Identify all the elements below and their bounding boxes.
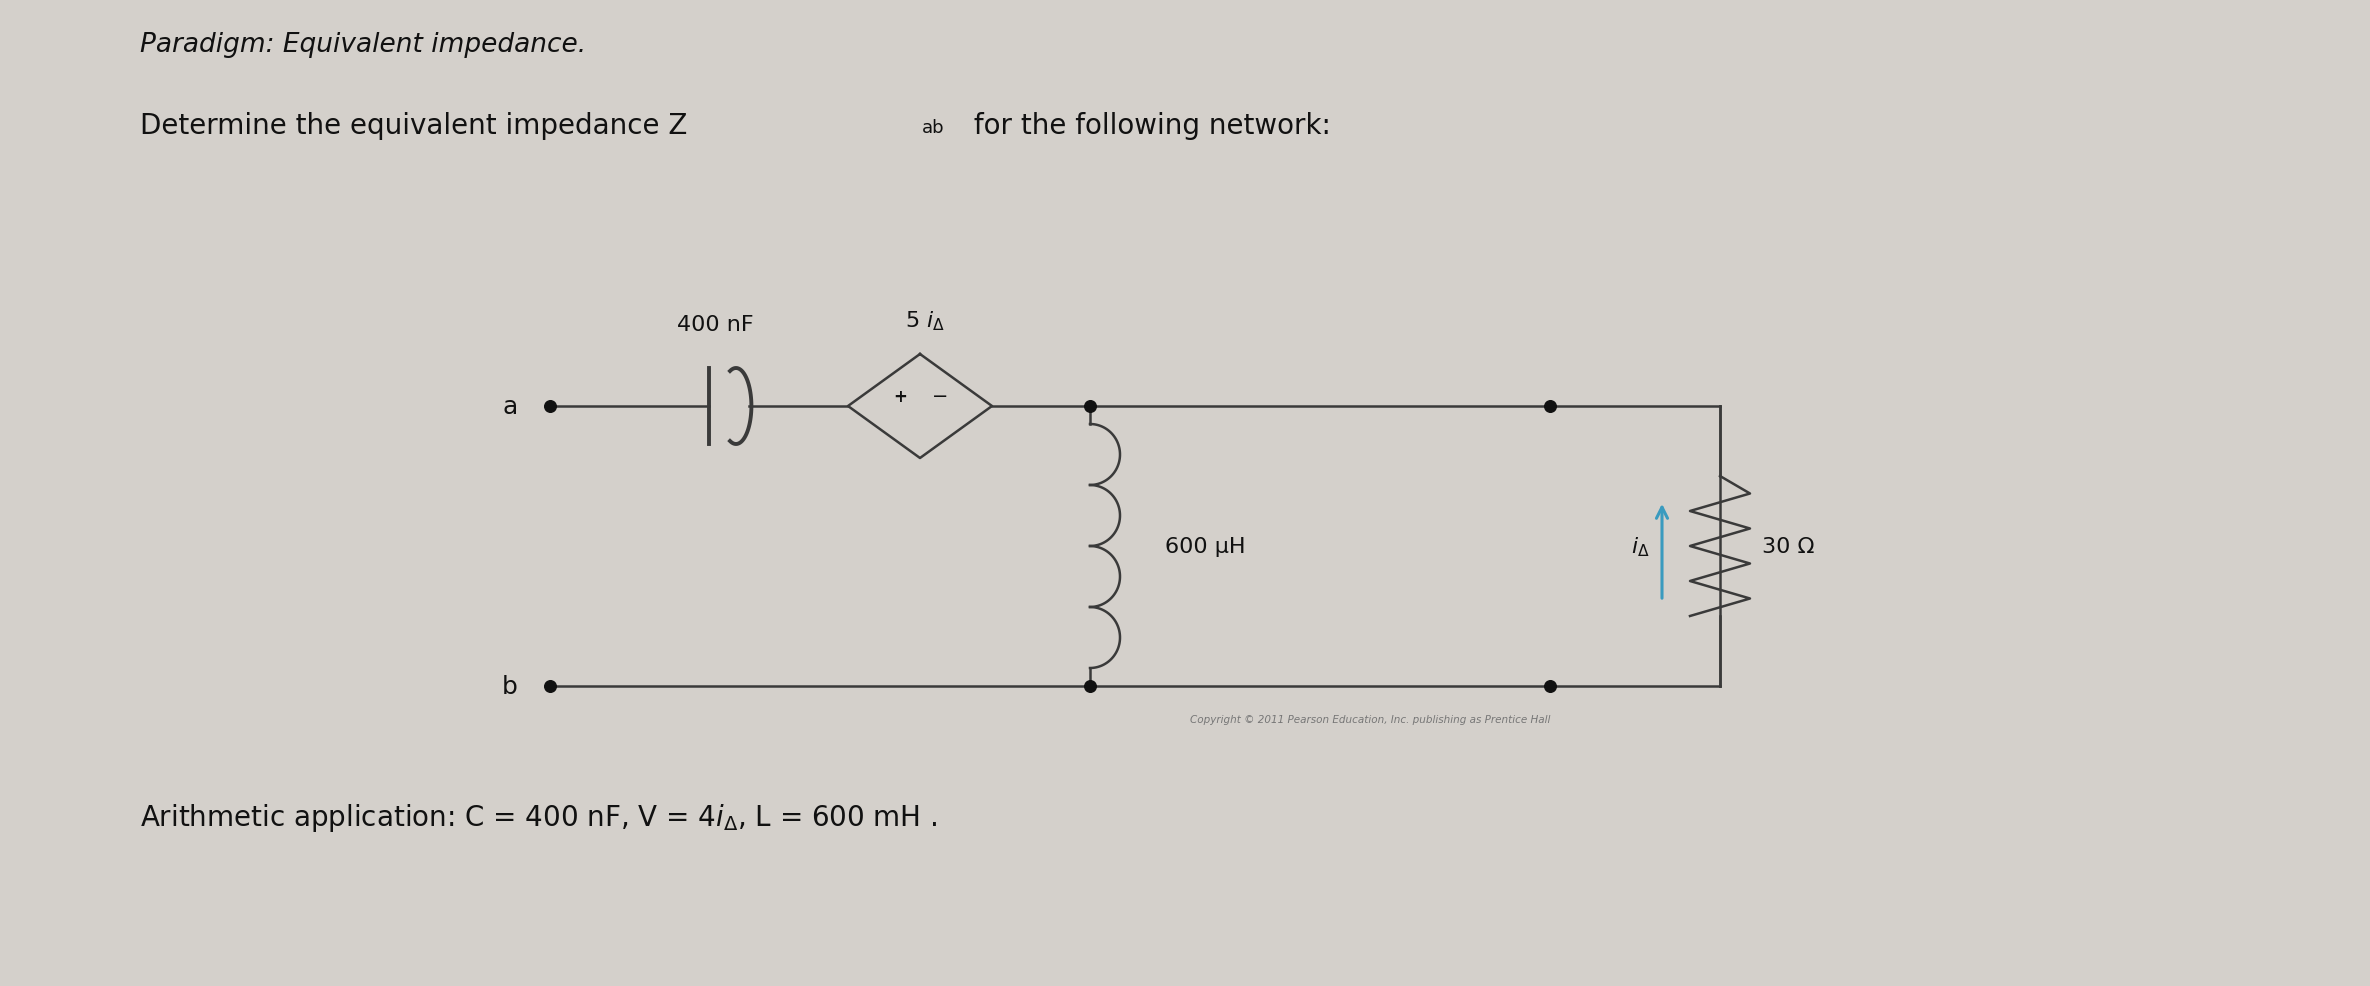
Point xyxy=(1071,398,1109,414)
Text: Determine the equivalent impedance Z: Determine the equivalent impedance Z xyxy=(140,111,687,140)
Text: for the following network:: for the following network: xyxy=(965,111,1332,140)
Text: Paradigm: Equivalent impedance.: Paradigm: Equivalent impedance. xyxy=(140,32,585,58)
Text: b: b xyxy=(502,674,519,698)
Point xyxy=(1071,678,1109,694)
Text: Arithmetic application: C = 400 nF, V = 4$i_\Delta$, L = 600 mH .: Arithmetic application: C = 400 nF, V = … xyxy=(140,802,939,833)
Text: $i_\Delta$: $i_\Delta$ xyxy=(1631,534,1650,558)
Text: 600 μH: 600 μH xyxy=(1166,536,1247,556)
Point xyxy=(531,678,569,694)
Text: 30 Ω: 30 Ω xyxy=(1761,536,1815,556)
Text: a: a xyxy=(502,394,519,419)
Point xyxy=(1531,678,1569,694)
Point xyxy=(531,398,569,414)
Text: +: + xyxy=(893,387,908,405)
Text: 5 $i_\Delta$: 5 $i_\Delta$ xyxy=(905,309,946,332)
Text: 400 nF: 400 nF xyxy=(678,315,754,334)
Text: ab: ab xyxy=(922,119,946,137)
Text: −: − xyxy=(931,387,948,406)
Point xyxy=(1531,398,1569,414)
Text: Copyright © 2011 Pearson Education, Inc. publishing as Prentice Hall: Copyright © 2011 Pearson Education, Inc.… xyxy=(1190,714,1550,725)
